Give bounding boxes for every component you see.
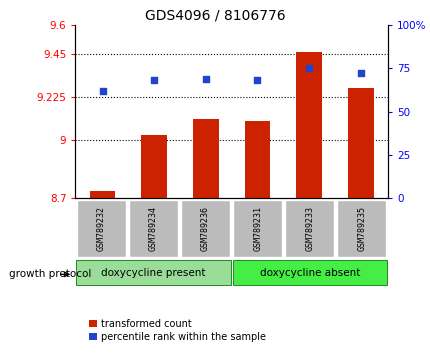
Text: GSM789235: GSM789235 bbox=[356, 206, 366, 251]
Text: GSM789233: GSM789233 bbox=[304, 206, 313, 251]
Bar bbox=[337, 200, 385, 257]
Point bbox=[356, 70, 363, 76]
Text: GSM789232: GSM789232 bbox=[97, 206, 106, 251]
Bar bbox=[77, 200, 126, 257]
Bar bbox=[295, 52, 321, 198]
Point bbox=[253, 78, 260, 83]
Bar bbox=[76, 260, 230, 285]
Text: doxycycline absent: doxycycline absent bbox=[259, 268, 359, 278]
Point bbox=[202, 76, 209, 81]
Bar bbox=[89, 190, 115, 198]
Point bbox=[99, 88, 106, 93]
Text: GSM789231: GSM789231 bbox=[252, 206, 261, 251]
Text: GSM789234: GSM789234 bbox=[149, 206, 158, 251]
Bar bbox=[181, 200, 230, 257]
Bar bbox=[193, 119, 218, 198]
Point bbox=[150, 78, 157, 83]
Text: GSM789236: GSM789236 bbox=[201, 206, 210, 251]
Bar bbox=[233, 200, 282, 257]
Bar bbox=[232, 260, 386, 285]
Bar bbox=[244, 121, 270, 198]
Text: GDS4096 / 8106776: GDS4096 / 8106776 bbox=[145, 9, 285, 23]
Text: doxycycline present: doxycycline present bbox=[101, 268, 205, 278]
Bar bbox=[129, 200, 178, 257]
Bar bbox=[285, 200, 334, 257]
Bar bbox=[141, 135, 167, 198]
Legend: transformed count, percentile rank within the sample: transformed count, percentile rank withi… bbox=[89, 319, 265, 342]
Text: growth protocol: growth protocol bbox=[9, 269, 91, 279]
Bar bbox=[347, 88, 373, 198]
Point bbox=[305, 65, 312, 71]
